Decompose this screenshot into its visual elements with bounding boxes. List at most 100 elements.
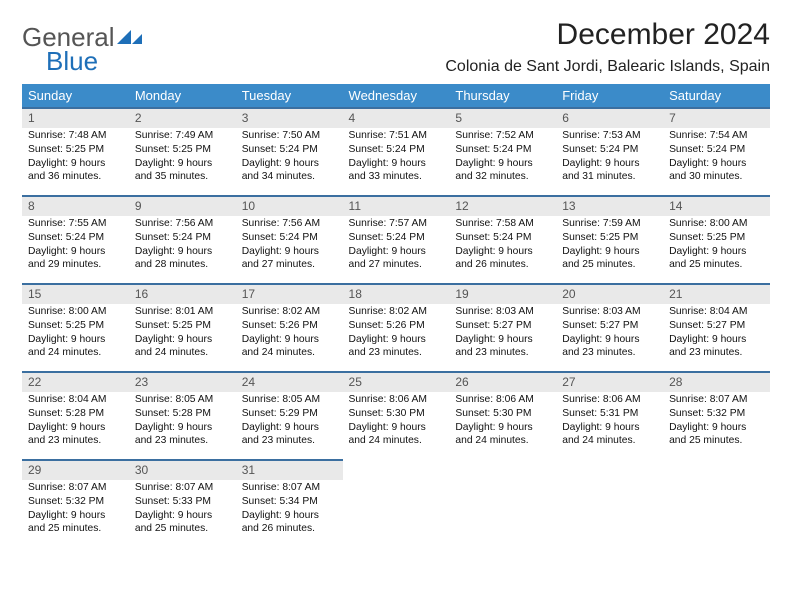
sunset-line: Sunset: 5:24 PM	[669, 144, 764, 157]
sunset-line: Sunset: 5:24 PM	[135, 232, 230, 245]
day-number: 16	[129, 285, 236, 304]
sunrise-line: Sunrise: 8:00 AM	[669, 218, 764, 231]
calendar-day-cell: 16Sunrise: 8:01 AMSunset: 5:25 PMDayligh…	[129, 284, 236, 372]
sunrise-line: Sunrise: 8:02 AM	[242, 306, 337, 319]
sunrise-line: Sunrise: 8:02 AM	[349, 306, 444, 319]
sunrise-line: Sunrise: 8:06 AM	[455, 394, 550, 407]
sunset-line: Sunset: 5:31 PM	[562, 408, 657, 421]
day-number: 5	[449, 109, 556, 128]
daylight-line: Daylight: 9 hours and 36 minutes.	[28, 158, 123, 184]
calendar-day-cell: 12Sunrise: 7:58 AMSunset: 5:24 PMDayligh…	[449, 196, 556, 284]
calendar-day-cell: 29Sunrise: 8:07 AMSunset: 5:32 PMDayligh…	[22, 460, 129, 548]
day-body: Sunrise: 7:55 AMSunset: 5:24 PMDaylight:…	[22, 216, 129, 276]
daylight-line: Daylight: 9 hours and 25 minutes.	[135, 510, 230, 536]
day-number: 2	[129, 109, 236, 128]
day-body: Sunrise: 7:58 AMSunset: 5:24 PMDaylight:…	[449, 216, 556, 276]
daylight-line: Daylight: 9 hours and 33 minutes.	[349, 158, 444, 184]
day-number: 19	[449, 285, 556, 304]
calendar-day-cell: 18Sunrise: 8:02 AMSunset: 5:26 PMDayligh…	[343, 284, 450, 372]
daylight-line: Daylight: 9 hours and 25 minutes.	[669, 422, 764, 448]
day-body: Sunrise: 8:06 AMSunset: 5:30 PMDaylight:…	[449, 392, 556, 452]
day-number: 8	[22, 197, 129, 216]
daylight-line: Daylight: 9 hours and 24 minutes.	[455, 422, 550, 448]
calendar-day-cell: 31Sunrise: 8:07 AMSunset: 5:34 PMDayligh…	[236, 460, 343, 548]
sunrise-line: Sunrise: 8:07 AM	[669, 394, 764, 407]
calendar-day-cell: 8Sunrise: 7:55 AMSunset: 5:24 PMDaylight…	[22, 196, 129, 284]
calendar-day-cell: 24Sunrise: 8:05 AMSunset: 5:29 PMDayligh…	[236, 372, 343, 460]
title-block: December 2024 Colonia de Sant Jordi, Bal…	[445, 18, 770, 76]
month-title: December 2024	[445, 18, 770, 52]
sunrise-line: Sunrise: 8:06 AM	[349, 394, 444, 407]
sunrise-line: Sunrise: 7:56 AM	[242, 218, 337, 231]
calendar-day-cell: 6Sunrise: 7:53 AMSunset: 5:24 PMDaylight…	[556, 108, 663, 196]
sunset-line: Sunset: 5:24 PM	[562, 144, 657, 157]
daylight-line: Daylight: 9 hours and 24 minutes.	[349, 422, 444, 448]
daylight-line: Daylight: 9 hours and 27 minutes.	[242, 246, 337, 272]
day-body: Sunrise: 8:02 AMSunset: 5:26 PMDaylight:…	[236, 304, 343, 364]
day-number: 3	[236, 109, 343, 128]
sunset-line: Sunset: 5:25 PM	[562, 232, 657, 245]
sunset-line: Sunset: 5:26 PM	[349, 320, 444, 333]
day-body: Sunrise: 8:00 AMSunset: 5:25 PMDaylight:…	[663, 216, 770, 276]
calendar-day-cell: 14Sunrise: 8:00 AMSunset: 5:25 PMDayligh…	[663, 196, 770, 284]
sunrise-line: Sunrise: 8:04 AM	[28, 394, 123, 407]
day-number: 21	[663, 285, 770, 304]
daylight-line: Daylight: 9 hours and 24 minutes.	[562, 422, 657, 448]
sunrise-line: Sunrise: 7:55 AM	[28, 218, 123, 231]
day-body: Sunrise: 8:07 AMSunset: 5:32 PMDaylight:…	[22, 480, 129, 540]
sunrise-line: Sunrise: 8:07 AM	[135, 482, 230, 495]
sunrise-line: Sunrise: 8:03 AM	[562, 306, 657, 319]
calendar-day-cell: 19Sunrise: 8:03 AMSunset: 5:27 PMDayligh…	[449, 284, 556, 372]
day-body: Sunrise: 8:07 AMSunset: 5:33 PMDaylight:…	[129, 480, 236, 540]
calendar-day-cell: 4Sunrise: 7:51 AMSunset: 5:24 PMDaylight…	[343, 108, 450, 196]
header: General Blue December 2024 Colonia de Sa…	[22, 18, 770, 76]
day-number: 27	[556, 373, 663, 392]
sunset-line: Sunset: 5:28 PM	[135, 408, 230, 421]
sunset-line: Sunset: 5:25 PM	[135, 320, 230, 333]
day-body: Sunrise: 8:07 AMSunset: 5:34 PMDaylight:…	[236, 480, 343, 540]
day-body: Sunrise: 8:01 AMSunset: 5:25 PMDaylight:…	[129, 304, 236, 364]
daylight-line: Daylight: 9 hours and 24 minutes.	[135, 334, 230, 360]
day-body: Sunrise: 8:07 AMSunset: 5:32 PMDaylight:…	[663, 392, 770, 452]
sunrise-line: Sunrise: 8:05 AM	[242, 394, 337, 407]
weekday-header-row: SundayMondayTuesdayWednesdayThursdayFrid…	[22, 84, 770, 108]
day-body: Sunrise: 7:50 AMSunset: 5:24 PMDaylight:…	[236, 128, 343, 188]
sunrise-line: Sunrise: 7:54 AM	[669, 130, 764, 143]
sunrise-line: Sunrise: 7:50 AM	[242, 130, 337, 143]
daylight-line: Daylight: 9 hours and 23 minutes.	[349, 334, 444, 360]
daylight-line: Daylight: 9 hours and 30 minutes.	[669, 158, 764, 184]
calendar-day-cell: 7Sunrise: 7:54 AMSunset: 5:24 PMDaylight…	[663, 108, 770, 196]
weekday-header: Wednesday	[343, 84, 450, 108]
daylight-line: Daylight: 9 hours and 35 minutes.	[135, 158, 230, 184]
daylight-line: Daylight: 9 hours and 28 minutes.	[135, 246, 230, 272]
location: Colonia de Sant Jordi, Balearic Islands,…	[445, 58, 770, 76]
sunset-line: Sunset: 5:25 PM	[28, 144, 123, 157]
day-number: 12	[449, 197, 556, 216]
daylight-line: Daylight: 9 hours and 23 minutes.	[562, 334, 657, 360]
sunset-line: Sunset: 5:27 PM	[669, 320, 764, 333]
daylight-line: Daylight: 9 hours and 24 minutes.	[242, 334, 337, 360]
sunset-line: Sunset: 5:30 PM	[455, 408, 550, 421]
calendar-day-cell	[556, 460, 663, 548]
daylight-line: Daylight: 9 hours and 34 minutes.	[242, 158, 337, 184]
day-number: 20	[556, 285, 663, 304]
day-number: 11	[343, 197, 450, 216]
sunrise-line: Sunrise: 7:53 AM	[562, 130, 657, 143]
day-body: Sunrise: 7:52 AMSunset: 5:24 PMDaylight:…	[449, 128, 556, 188]
sunrise-line: Sunrise: 8:07 AM	[242, 482, 337, 495]
calendar-day-cell: 25Sunrise: 8:06 AMSunset: 5:30 PMDayligh…	[343, 372, 450, 460]
sunset-line: Sunset: 5:28 PM	[28, 408, 123, 421]
calendar-week-row: 22Sunrise: 8:04 AMSunset: 5:28 PMDayligh…	[22, 372, 770, 460]
day-number: 22	[22, 373, 129, 392]
calendar-day-cell: 22Sunrise: 8:04 AMSunset: 5:28 PMDayligh…	[22, 372, 129, 460]
day-number: 24	[236, 373, 343, 392]
day-body: Sunrise: 7:54 AMSunset: 5:24 PMDaylight:…	[663, 128, 770, 188]
calendar-week-row: 8Sunrise: 7:55 AMSunset: 5:24 PMDaylight…	[22, 196, 770, 284]
day-body: Sunrise: 8:00 AMSunset: 5:25 PMDaylight:…	[22, 304, 129, 364]
day-body: Sunrise: 8:05 AMSunset: 5:28 PMDaylight:…	[129, 392, 236, 452]
weekday-header: Sunday	[22, 84, 129, 108]
weekday-header: Monday	[129, 84, 236, 108]
sunset-line: Sunset: 5:25 PM	[669, 232, 764, 245]
weekday-header: Tuesday	[236, 84, 343, 108]
day-body: Sunrise: 8:03 AMSunset: 5:27 PMDaylight:…	[556, 304, 663, 364]
